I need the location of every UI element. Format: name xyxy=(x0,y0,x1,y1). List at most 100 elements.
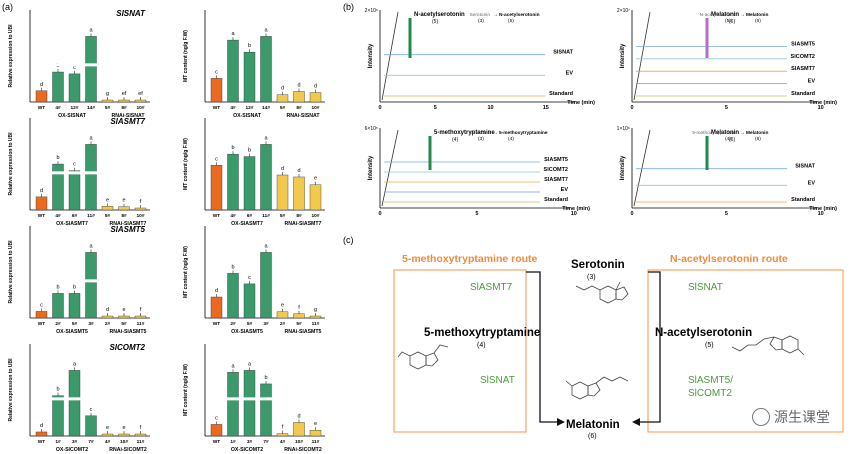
significance-letter: f xyxy=(140,199,142,205)
significance-letter: e xyxy=(106,197,109,203)
panel-a: Relative expression to UBI SlSNAT d WT b 4# c 1… xyxy=(8,9,325,453)
reaction-substrate-num: (3) xyxy=(478,18,484,24)
expression-chart-slasmt7: Relative expression to UBI SlASMT7 d WT b 4# c… xyxy=(8,117,150,227)
bar xyxy=(276,174,289,211)
significance-letter: d xyxy=(281,166,284,172)
significance-letter: a xyxy=(264,135,268,141)
chromatogram-2: 2×10⁷ Intensity Time (min) 0 5 10 SlASMT5 SlCOM… xyxy=(617,8,837,111)
reaction-product: Melatonin xyxy=(746,130,768,136)
y-axis-label: Intensity xyxy=(620,155,626,180)
y-axis-label: Intensity xyxy=(620,43,626,68)
axis-break xyxy=(31,63,150,67)
tick-label: WT xyxy=(213,439,221,445)
watermark-text: 源生课堂 xyxy=(774,409,830,425)
tick-label: 4# xyxy=(55,213,61,219)
significance-letter: d xyxy=(40,423,43,429)
peak-number: (5) xyxy=(432,19,438,25)
significance-letter: c xyxy=(215,69,218,75)
trace-label: SlSNAT xyxy=(553,50,573,56)
bar xyxy=(118,433,130,437)
tick-label: 1# xyxy=(55,439,61,445)
bar xyxy=(35,431,48,437)
y-axis-label: MT content (ng/g F.W) xyxy=(183,138,189,190)
significance-letter: d xyxy=(40,82,43,88)
significance-letter: g xyxy=(106,91,109,97)
significance-letter: b xyxy=(56,284,59,290)
bar xyxy=(210,165,223,211)
reaction-substrate: 5-methoxytryptamine xyxy=(692,130,737,136)
bar xyxy=(260,383,272,437)
bar xyxy=(101,433,114,437)
ox-group-label: OX-SlASMT5 xyxy=(231,329,263,335)
trace-label: EV xyxy=(808,180,816,186)
bar xyxy=(293,313,305,319)
peak-label: Melatonin xyxy=(711,130,739,136)
trace-label: SlASMT7 xyxy=(544,177,568,183)
chromatogram-3: 6×10⁵ Intensity Time (min) 0 5 10 SlASMT5 SlCOM… xyxy=(365,126,591,217)
y-axis-label: MT content (ng/g F.W) xyxy=(183,364,189,416)
mt-chart-slsnat: MT content (ng/g F.W) c WT a 4# b 12# a 14# d 5# d 8… xyxy=(183,10,325,119)
trace-label: Standard xyxy=(791,91,815,97)
5-methoxytryptamine-structure xyxy=(397,344,449,370)
gene-title: SlCOMT2 xyxy=(109,343,145,352)
5-methoxytryptamine-num: (4) xyxy=(477,342,486,349)
right-route-box xyxy=(647,269,844,433)
y-axis-label: Intensity xyxy=(368,155,374,180)
bar xyxy=(227,39,239,103)
trace-label: Standard xyxy=(549,91,573,97)
rnai-group-label: RNAi-SlCOMT2 xyxy=(284,447,322,453)
bar xyxy=(101,99,114,103)
significance-letter: g xyxy=(314,307,317,313)
significance-letter: c xyxy=(215,415,218,421)
axis-break xyxy=(31,171,150,175)
significance-letter: c xyxy=(215,156,218,162)
stack-axis xyxy=(633,129,651,207)
significance-letter: f xyxy=(140,425,142,431)
tick-label: 7# xyxy=(88,439,94,445)
x-tick-label: 10 xyxy=(571,211,577,217)
x-axis-label: Time (min) xyxy=(809,206,837,212)
expression-chart-slasmt5: Relative expression to UBI SlASMT5 c WT b 2# b… xyxy=(8,225,150,335)
bar xyxy=(68,293,81,319)
significance-letter: a xyxy=(248,361,252,367)
significance-letter: e xyxy=(314,421,317,427)
melatonin-num: (6) xyxy=(588,433,597,440)
bar xyxy=(243,283,256,319)
tick-label: 3# xyxy=(72,439,78,445)
tick-label: 4# xyxy=(280,439,286,445)
bar xyxy=(85,415,97,437)
y-axis-label: Relative expression to UBI xyxy=(8,132,14,196)
bar xyxy=(260,144,272,211)
significance-letter: d xyxy=(297,168,300,174)
bar xyxy=(134,99,147,103)
bar xyxy=(68,370,81,437)
tick-label: 4# xyxy=(230,213,236,219)
significance-letter: b xyxy=(248,43,251,49)
peak-number: (4) xyxy=(452,137,458,143)
enzyme-left-bottom: SlSNAT xyxy=(480,375,515,386)
x-tick-label: 0 xyxy=(630,105,633,111)
bar xyxy=(210,424,223,437)
y-axis-label: MT content (ng/g F.W) xyxy=(183,246,189,298)
reaction-product-num: (4) xyxy=(508,136,514,142)
tick-label: 5# xyxy=(280,213,286,219)
gene-title: SlASMT5 xyxy=(110,225,145,234)
significance-letter: f xyxy=(282,425,284,431)
trace-label: SlSNAT xyxy=(795,164,815,170)
significance-letter: e xyxy=(122,425,125,431)
bar xyxy=(101,206,114,211)
left-route-box xyxy=(393,269,527,433)
bar xyxy=(118,206,130,211)
significance-letter: c xyxy=(90,407,93,413)
tick-label: 4# xyxy=(105,439,111,445)
significance-letter: c xyxy=(73,162,76,168)
tick-label: 5# xyxy=(105,105,111,111)
tick-label: 2# xyxy=(230,321,236,327)
trace-label: SlASMT5 xyxy=(544,157,568,163)
peak-number: (6) xyxy=(729,19,735,25)
y-axis-label: MT content (ng/g F.W) xyxy=(183,30,189,82)
x-tick-label: 0 xyxy=(378,211,381,217)
ox-group-label: OX-SlCOMT2 xyxy=(56,447,88,453)
bar xyxy=(118,315,130,319)
tick-label: 5# xyxy=(121,321,127,327)
